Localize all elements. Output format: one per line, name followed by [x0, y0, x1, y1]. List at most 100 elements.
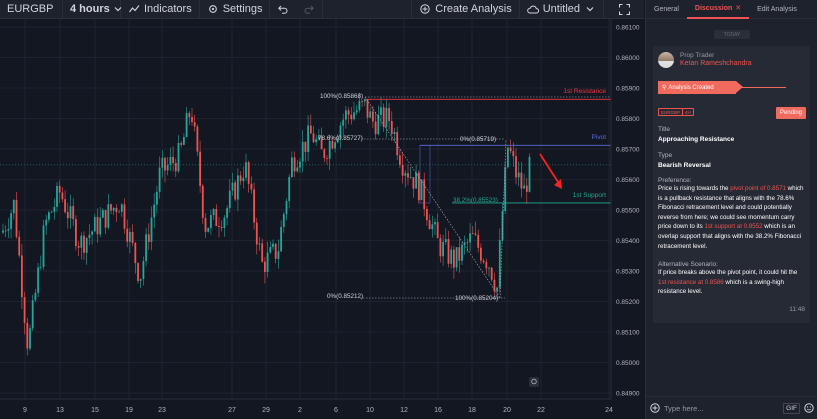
time-tick: 19 [125, 407, 133, 414]
candle-body [396, 132, 399, 156]
time-tick: 20 [503, 407, 511, 414]
gif-button[interactable]: GIF [783, 402, 800, 414]
time-tick: 10 [366, 407, 374, 414]
price-chart[interactable]: 100%(0.85868) 78.6%(0.85727) 0%(0.85719) 38… [0, 19, 644, 419]
candle-body [382, 107, 385, 128]
candle-body [91, 231, 93, 235]
indicators-label: Indicators [144, 3, 192, 15]
tab-general-label: General [654, 5, 679, 13]
fib-trend [364, 96, 501, 299]
bearish-arrow-head [554, 179, 562, 189]
candle-body [177, 143, 180, 172]
redo-icon [303, 3, 315, 15]
create-analysis-button[interactable]: Create Analysis [411, 0, 520, 19]
settings-button[interactable]: Settings [200, 0, 271, 19]
tab-general[interactable]: General [646, 0, 687, 19]
fib-label: 100%(0.85868) [320, 93, 363, 100]
candle-body [369, 111, 372, 118]
chevron-down-icon [584, 3, 596, 15]
candle-body [207, 227, 210, 232]
fib-label: 0%(0.85719) [460, 136, 496, 143]
candle-body [309, 125, 312, 134]
price-tick: 0.85800 [616, 116, 640, 123]
tab-edit-analysis[interactable]: Edit Analysis [749, 0, 805, 19]
close-icon[interactable]: ✕ [735, 5, 742, 12]
candle-body [266, 252, 269, 272]
interval-selector[interactable]: 4 hours [63, 0, 122, 19]
candle-body [72, 206, 75, 220]
candle-body [318, 136, 320, 140]
candle-body [185, 113, 188, 138]
add-icon[interactable] [650, 403, 660, 413]
candle-body [345, 110, 347, 120]
cloud-icon [526, 3, 539, 15]
price-tick: 0.85600 [616, 177, 640, 184]
candle-body [525, 185, 528, 192]
candle-body [328, 140, 331, 159]
emoji-icon[interactable] [804, 403, 814, 413]
candle-body [439, 238, 442, 257]
candle-body [191, 116, 193, 123]
layout-selector[interactable]: Untitled [520, 0, 604, 19]
candle-body [164, 157, 166, 171]
analysis-card: Prop Trader Ketan Rameshchandra ⚲ Analys… [653, 46, 810, 323]
annotations [529, 153, 562, 387]
candle-body [280, 226, 282, 252]
candle-body [215, 209, 218, 226]
tab-discussion[interactable]: Discussion ✕ [686, 0, 750, 19]
time-tick: 22 [537, 407, 545, 414]
candle-body [10, 213, 12, 229]
status-banner-label: Analysis Created [668, 84, 714, 91]
time-tick: 24 [605, 407, 613, 414]
redo-button[interactable] [296, 0, 324, 19]
candle-body [288, 176, 291, 202]
candle-body [180, 143, 183, 145]
indicators-button[interactable]: Indicators [121, 0, 200, 19]
author-name[interactable]: Ketan Rameshchandra [680, 60, 752, 67]
tab-edit-analysis-label: Edit Analysis [757, 5, 797, 13]
candle-body [515, 156, 517, 178]
candle-body [31, 300, 34, 329]
candle-body [139, 278, 142, 281]
candle-body [482, 260, 485, 263]
candle-body [172, 157, 174, 163]
candle-body [120, 204, 123, 212]
gear-icon [207, 3, 219, 15]
author-role: Prop Trader [680, 52, 715, 59]
candle-body [153, 204, 156, 218]
pending-badge[interactable]: Pending [775, 107, 806, 119]
candle-body [385, 107, 388, 128]
candle-body [496, 287, 498, 292]
candle-body [269, 246, 272, 253]
candle-body [471, 233, 474, 235]
symbol-selector[interactable]: EURGBP [0, 0, 63, 19]
candle-body [326, 158, 328, 159]
candle-body [498, 240, 501, 288]
candle-body [520, 172, 523, 189]
candle-body [45, 219, 48, 226]
candle-body [145, 234, 147, 262]
candle-body [463, 242, 466, 245]
undo-button[interactable] [270, 0, 296, 19]
candle-body [26, 322, 29, 349]
candle-body [53, 206, 56, 212]
alternative-text-part: which is a swing-high resistance level. [658, 278, 784, 296]
candle-body [223, 217, 226, 228]
lightbulb-icon [531, 378, 537, 385]
candle-body [512, 151, 515, 157]
candle-body [42, 225, 45, 267]
panel-tabs: General Discussion ✕ Edit Analysis [646, 0, 817, 19]
message-input[interactable] [664, 403, 780, 413]
candle-body [285, 201, 288, 215]
candle-body [161, 157, 164, 168]
time-tick: 12 [400, 407, 408, 414]
time-tick: 23 [158, 407, 166, 414]
candle-body [245, 162, 247, 178]
title-label: Title [658, 126, 671, 133]
alternative-text: If price breaks above the pivot point, i… [658, 268, 806, 297]
fullscreen-button[interactable] [604, 0, 644, 19]
message-composer: GIF [646, 396, 817, 419]
chart-canvas[interactable]: 100%(0.85868) 78.6%(0.85727) 0%(0.85719) 38… [0, 19, 644, 419]
status-banner: ⚲ Analysis Created [658, 81, 736, 94]
type-label: Type [658, 152, 673, 159]
